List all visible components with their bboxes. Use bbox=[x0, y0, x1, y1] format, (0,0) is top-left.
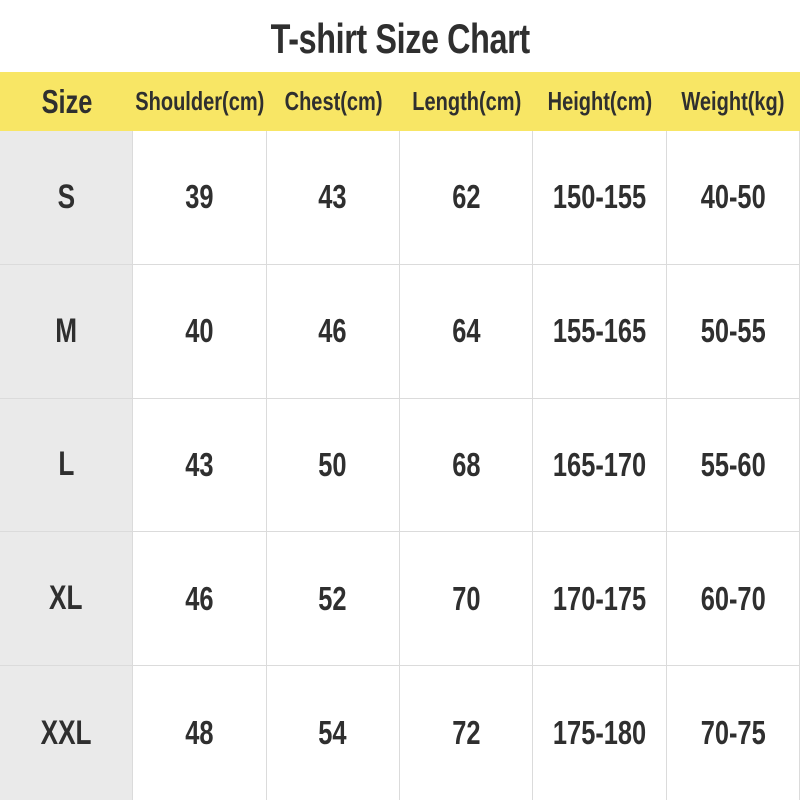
value-cell: 52 bbox=[266, 532, 400, 667]
size-label-cell: L bbox=[0, 398, 134, 533]
value-cell: 43 bbox=[133, 398, 267, 533]
cell-text: 68 bbox=[452, 445, 481, 483]
value-cell: 68 bbox=[399, 398, 534, 533]
header-cell-shoulder: Shoulder(cm) bbox=[133, 72, 267, 131]
cell-text: Shoulder(cm) bbox=[135, 86, 265, 116]
cell-text: 40-50 bbox=[700, 178, 766, 216]
cell-text: XL bbox=[49, 579, 83, 618]
cell-text: 70-75 bbox=[700, 714, 766, 752]
cell-text: 155-165 bbox=[552, 312, 647, 350]
cell-text: Size bbox=[41, 82, 93, 120]
cell-text: Length(cm) bbox=[412, 86, 522, 116]
header-cell-height: Height(cm) bbox=[533, 72, 667, 131]
cell-text: 54 bbox=[318, 714, 347, 752]
size-label-cell: XXL bbox=[0, 666, 134, 800]
header-cell-length: Length(cm) bbox=[399, 72, 534, 131]
page-title: T-shirt Size Chart bbox=[0, 0, 800, 72]
cell-text: 165-170 bbox=[552, 445, 647, 483]
cell-text: 72 bbox=[452, 714, 481, 752]
size-chart-table: Size Shoulder(cm) Chest(cm) Length(cm) H… bbox=[0, 72, 800, 800]
cell-text: XXL bbox=[40, 713, 92, 752]
cell-text: 43 bbox=[318, 178, 347, 216]
cell-text: 46 bbox=[318, 312, 347, 350]
value-cell: 170-175 bbox=[533, 532, 667, 667]
cell-text: 64 bbox=[452, 312, 481, 350]
cell-text: L bbox=[58, 445, 75, 484]
cell-text: 48 bbox=[185, 714, 214, 752]
value-cell: 40-50 bbox=[666, 131, 800, 265]
value-cell: 50-55 bbox=[666, 264, 800, 399]
value-cell: 54 bbox=[266, 666, 400, 800]
value-cell: 70 bbox=[399, 532, 534, 667]
cell-text: Chest(cm) bbox=[284, 86, 383, 116]
header-cell-weight: Weight(kg) bbox=[666, 72, 800, 131]
cell-text: M bbox=[55, 311, 78, 350]
cell-text: 62 bbox=[452, 178, 481, 216]
value-cell: 48 bbox=[133, 666, 267, 800]
cell-text: Weight(kg) bbox=[681, 86, 785, 116]
cell-text: 175-180 bbox=[552, 714, 647, 752]
cell-text: 60-70 bbox=[700, 579, 766, 617]
value-cell: 150-155 bbox=[533, 131, 667, 265]
page-title-text: T-shirt Size Chart bbox=[270, 15, 530, 62]
cell-text: 52 bbox=[318, 579, 347, 617]
value-cell: 72 bbox=[399, 666, 534, 800]
value-cell: 60-70 bbox=[666, 532, 800, 667]
cell-text: 50-55 bbox=[700, 312, 766, 350]
value-cell: 165-170 bbox=[533, 398, 667, 533]
value-cell: 55-60 bbox=[666, 398, 800, 533]
value-cell: 46 bbox=[266, 264, 400, 399]
size-label-cell: M bbox=[0, 264, 134, 399]
size-label-cell: XL bbox=[0, 532, 134, 667]
cell-text: 170-175 bbox=[552, 579, 647, 617]
cell-text: 70 bbox=[452, 579, 481, 617]
cell-text: 55-60 bbox=[700, 445, 766, 483]
value-cell: 46 bbox=[133, 532, 267, 667]
value-cell: 175-180 bbox=[533, 666, 667, 800]
value-cell: 70-75 bbox=[666, 666, 800, 800]
value-cell: 62 bbox=[399, 131, 534, 265]
value-cell: 64 bbox=[399, 264, 534, 399]
cell-text: 39 bbox=[185, 178, 214, 216]
cell-text: 43 bbox=[185, 445, 214, 483]
value-cell: 155-165 bbox=[533, 264, 667, 399]
header-cell-size: Size bbox=[0, 72, 134, 131]
cell-text: 150-155 bbox=[552, 178, 647, 216]
value-cell: 40 bbox=[133, 264, 267, 399]
value-cell: 43 bbox=[266, 131, 400, 265]
cell-text: 46 bbox=[185, 579, 214, 617]
cell-text: Height(cm) bbox=[547, 86, 653, 116]
header-cell-chest: Chest(cm) bbox=[266, 72, 400, 131]
cell-text: S bbox=[57, 177, 75, 216]
value-cell: 39 bbox=[133, 131, 267, 265]
value-cell: 50 bbox=[266, 398, 400, 533]
cell-text: 40 bbox=[185, 312, 214, 350]
cell-text: 50 bbox=[318, 445, 347, 483]
size-label-cell: S bbox=[0, 131, 134, 265]
